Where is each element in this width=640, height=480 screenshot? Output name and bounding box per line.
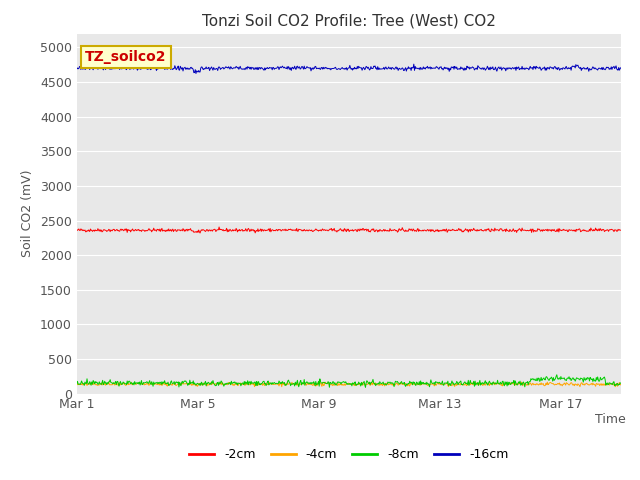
X-axis label: Time: Time [595, 413, 625, 426]
Legend: -2cm, -4cm, -8cm, -16cm: -2cm, -4cm, -8cm, -16cm [184, 443, 513, 466]
Y-axis label: Soil CO2 (mV): Soil CO2 (mV) [21, 170, 35, 257]
Text: TZ_soilco2: TZ_soilco2 [85, 50, 166, 64]
Title: Tonzi Soil CO2 Profile: Tree (West) CO2: Tonzi Soil CO2 Profile: Tree (West) CO2 [202, 13, 496, 28]
